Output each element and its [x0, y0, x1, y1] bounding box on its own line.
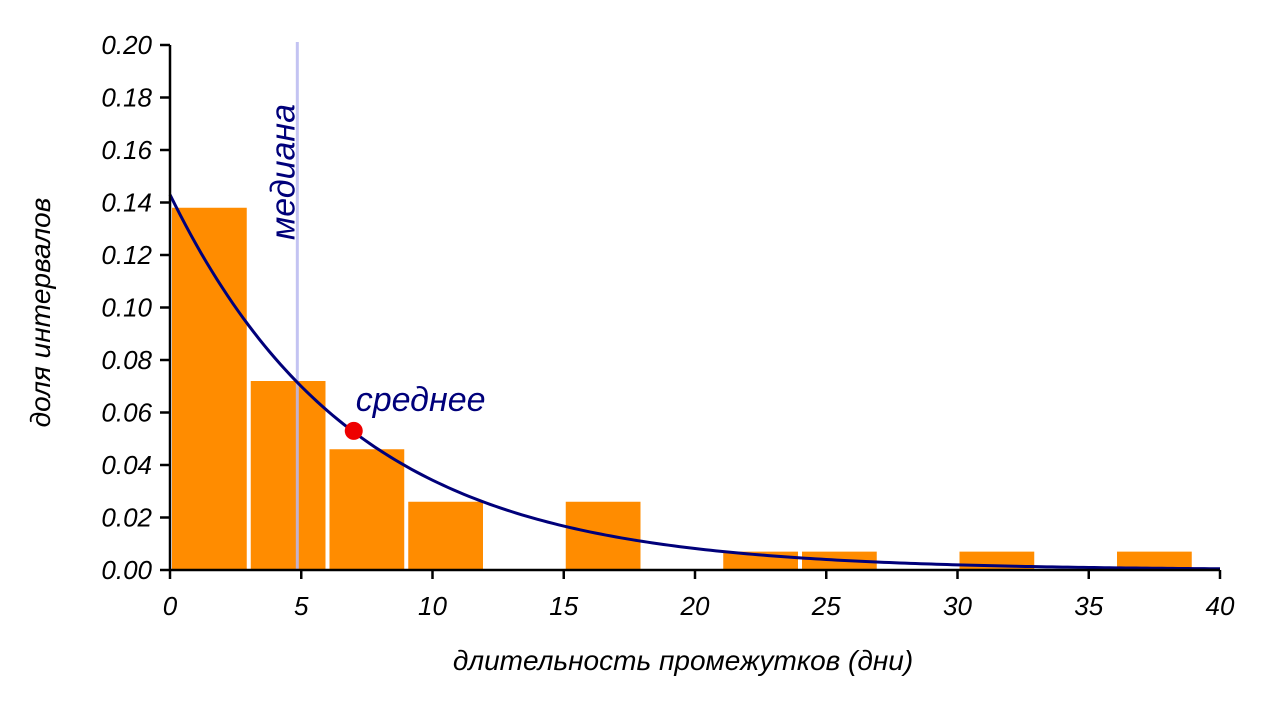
- x-axis-title: длительность промежутков (дни): [453, 645, 913, 676]
- mean-label: среднее: [356, 381, 486, 419]
- x-tick-label: 40: [1206, 591, 1235, 621]
- histogram-bar: [408, 501, 483, 570]
- y-tick-label: 0.00: [101, 555, 152, 585]
- x-tick-label: 30: [943, 591, 972, 621]
- y-tick-label: 0.04: [101, 450, 152, 480]
- x-ticks: 0 5 10 15 20 25 30 35 40: [163, 570, 1235, 621]
- bars-layer: [172, 207, 1192, 570]
- histogram-bar: [172, 207, 247, 570]
- y-tick-label: 0.20: [101, 30, 152, 60]
- x-tick-label: 35: [1074, 591, 1103, 621]
- y-ticks: 0.00 0.02 0.04 0.06 0.08 0.10 0.12 0.14 0.16 0.18…: [101, 30, 170, 585]
- y-tick-label: 0.02: [101, 503, 152, 533]
- histogram-bar: [1117, 551, 1192, 570]
- y-axis-title: доля интервалов: [25, 198, 56, 428]
- x-tick-label: 20: [680, 591, 710, 621]
- y-tick-label: 0.16: [101, 135, 152, 165]
- x-tick-label: 10: [418, 591, 447, 621]
- histogram-bar: [329, 449, 405, 570]
- histogram-bar: [250, 381, 326, 570]
- mean-point: [344, 421, 363, 440]
- x-tick-label: 25: [811, 591, 841, 621]
- x-tick-label: 5: [294, 591, 309, 621]
- y-tick-label: 0.06: [101, 398, 152, 428]
- y-tick-label: 0.18: [101, 83, 152, 113]
- density-curve: [168, 193, 1221, 571]
- y-tick-label: 0.12: [101, 240, 152, 270]
- x-tick-label: 15: [549, 591, 578, 621]
- median-label: медиана: [264, 104, 302, 240]
- y-tick-label: 0.08: [101, 345, 152, 375]
- x-tick-label: 0: [163, 591, 178, 621]
- y-tick-label: 0.14: [101, 188, 152, 218]
- y-tick-label: 0.10: [101, 293, 152, 323]
